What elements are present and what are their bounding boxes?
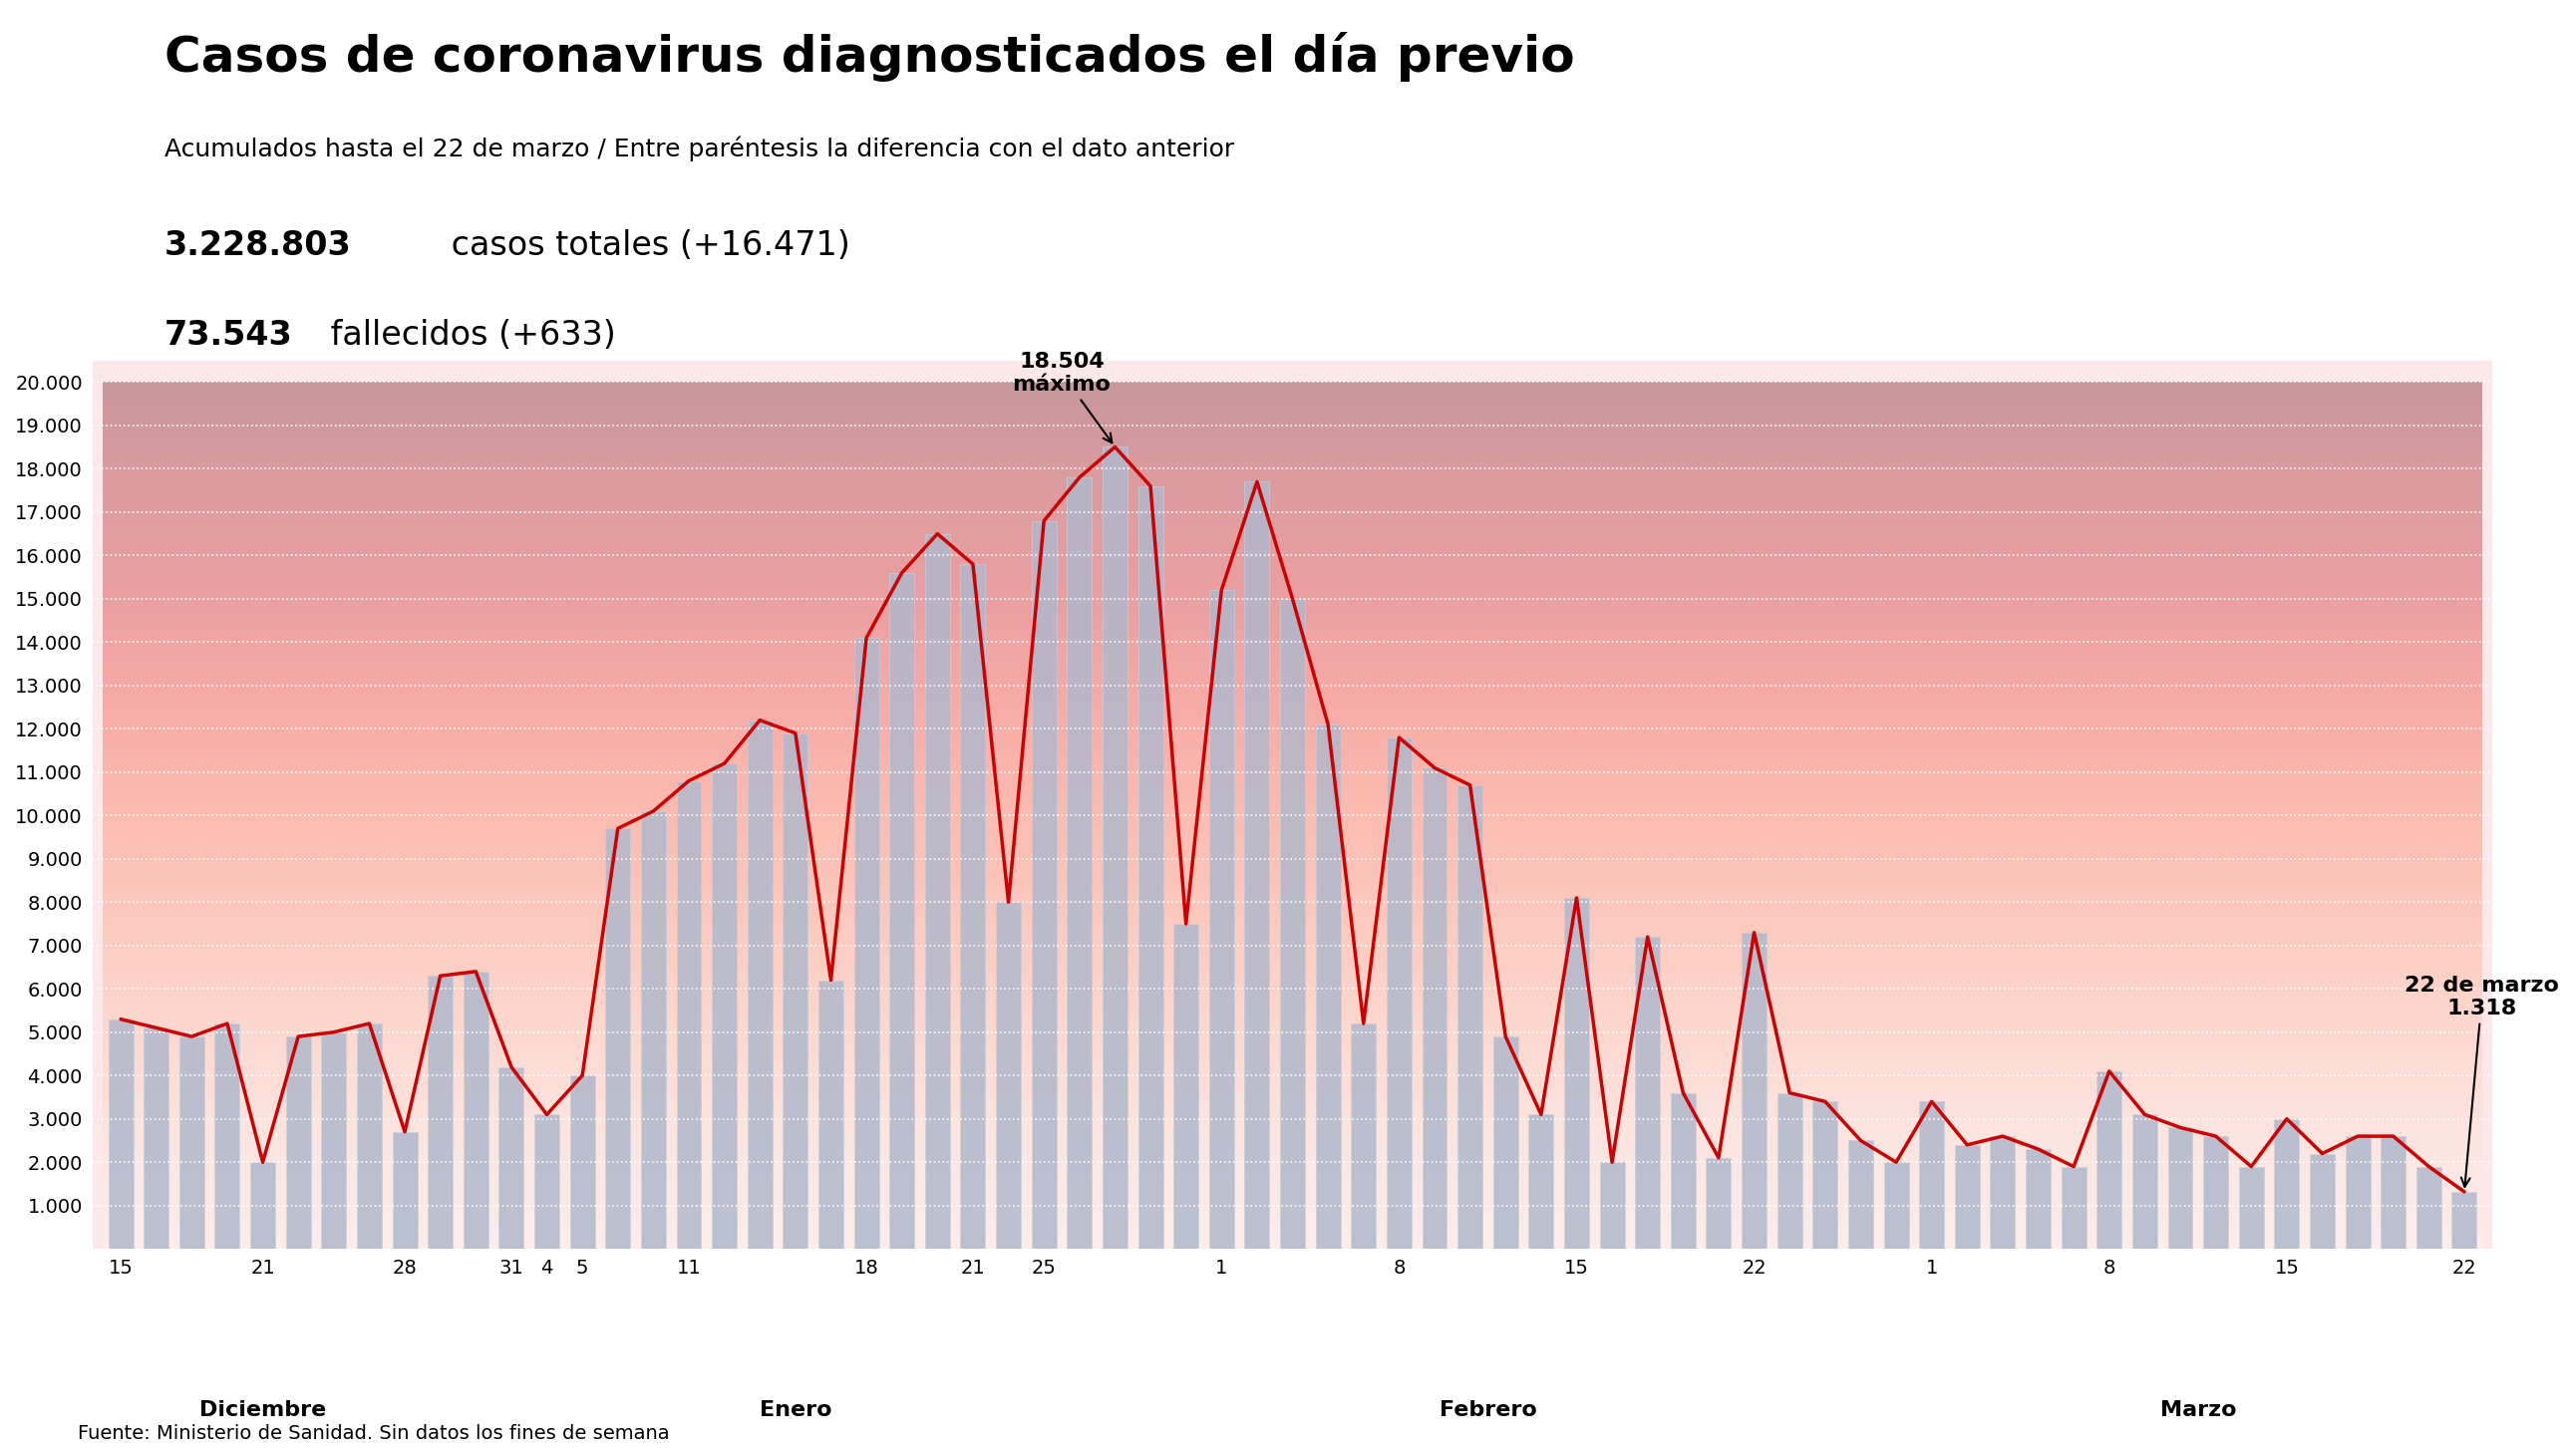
Text: 18.504
máximo: 18.504 máximo (1012, 352, 1113, 442)
Bar (286, 1037, 312, 1248)
Bar (2452, 1192, 2476, 1248)
Bar (1847, 1141, 1873, 1248)
Bar (2061, 1167, 2087, 1248)
Bar (783, 734, 809, 1248)
Bar (925, 534, 951, 1248)
Bar (533, 1115, 559, 1248)
Bar (322, 1032, 345, 1248)
Bar (1208, 590, 1234, 1248)
Bar (1672, 1093, 1695, 1248)
Bar (2416, 1167, 2442, 1248)
Text: Febrero: Febrero (1440, 1401, 1535, 1421)
Bar (1814, 1102, 1837, 1248)
Bar (1316, 725, 1340, 1248)
Bar (1883, 1163, 1909, 1248)
Bar (2202, 1137, 2228, 1248)
Bar (605, 828, 631, 1248)
Text: Acumulados hasta el 22 de marzo / Entre paréntesis la diferencia con el dato ant: Acumulados hasta el 22 de marzo / Entre … (165, 136, 1234, 161)
Text: fallecidos (+633): fallecidos (+633) (319, 319, 616, 352)
Text: 73.543: 73.543 (165, 319, 294, 352)
Bar (2097, 1072, 2123, 1248)
Bar (214, 1024, 240, 1248)
Bar (1600, 1163, 1625, 1248)
Bar (2133, 1115, 2156, 1248)
Text: Enero: Enero (760, 1401, 832, 1421)
Bar (1955, 1146, 1978, 1248)
Bar (2311, 1154, 2334, 1248)
Bar (641, 811, 665, 1248)
Text: 22 de marzo
1.318: 22 de marzo 1.318 (2406, 976, 2558, 1186)
Bar (961, 564, 987, 1248)
Bar (392, 1132, 417, 1248)
Text: Casos de coronavirus diagnosticados el día previo: Casos de coronavirus diagnosticados el d… (165, 32, 1574, 83)
Bar (500, 1067, 523, 1248)
Text: Fuente: Ministerio de Sanidad. Sin datos los fines de semana: Fuente: Ministerio de Sanidad. Sin datos… (77, 1424, 670, 1443)
Bar (358, 1024, 381, 1248)
Bar (1244, 481, 1270, 1248)
Text: Diciembre: Diciembre (198, 1401, 327, 1421)
Bar (2380, 1137, 2406, 1248)
Bar (108, 1019, 134, 1248)
Bar (2344, 1137, 2370, 1248)
Bar (464, 972, 489, 1248)
Bar (1386, 738, 1412, 1248)
Bar (569, 1076, 595, 1248)
Bar (819, 980, 842, 1248)
Bar (1139, 486, 1162, 1248)
Text: casos totales (+16.471): casos totales (+16.471) (440, 229, 850, 262)
Bar (997, 902, 1020, 1248)
Bar (2025, 1150, 2050, 1248)
Bar (144, 1028, 167, 1248)
Bar (2239, 1167, 2264, 1248)
Bar (677, 780, 701, 1248)
Bar (1458, 784, 1481, 1248)
Bar (747, 721, 773, 1248)
Bar (1280, 599, 1306, 1248)
Bar (1175, 924, 1198, 1248)
Bar (2169, 1128, 2192, 1248)
Bar (1066, 477, 1092, 1248)
Bar (1741, 932, 1767, 1248)
Bar (250, 1163, 276, 1248)
Bar (889, 573, 914, 1248)
Bar (1350, 1024, 1376, 1248)
Text: 3.228.803: 3.228.803 (165, 229, 350, 262)
Bar (2275, 1119, 2300, 1248)
Bar (855, 638, 878, 1248)
Bar (1705, 1159, 1731, 1248)
Bar (180, 1037, 204, 1248)
Bar (1564, 898, 1589, 1248)
Bar (1103, 447, 1128, 1248)
Bar (1030, 521, 1056, 1248)
Bar (1422, 769, 1448, 1248)
Bar (1991, 1137, 2014, 1248)
Bar (1777, 1093, 1803, 1248)
Bar (1636, 937, 1659, 1248)
Bar (428, 976, 453, 1248)
Text: Marzo: Marzo (2159, 1401, 2236, 1421)
Bar (1528, 1115, 1553, 1248)
Bar (711, 764, 737, 1248)
Bar (1494, 1037, 1517, 1248)
Bar (1919, 1102, 1945, 1248)
